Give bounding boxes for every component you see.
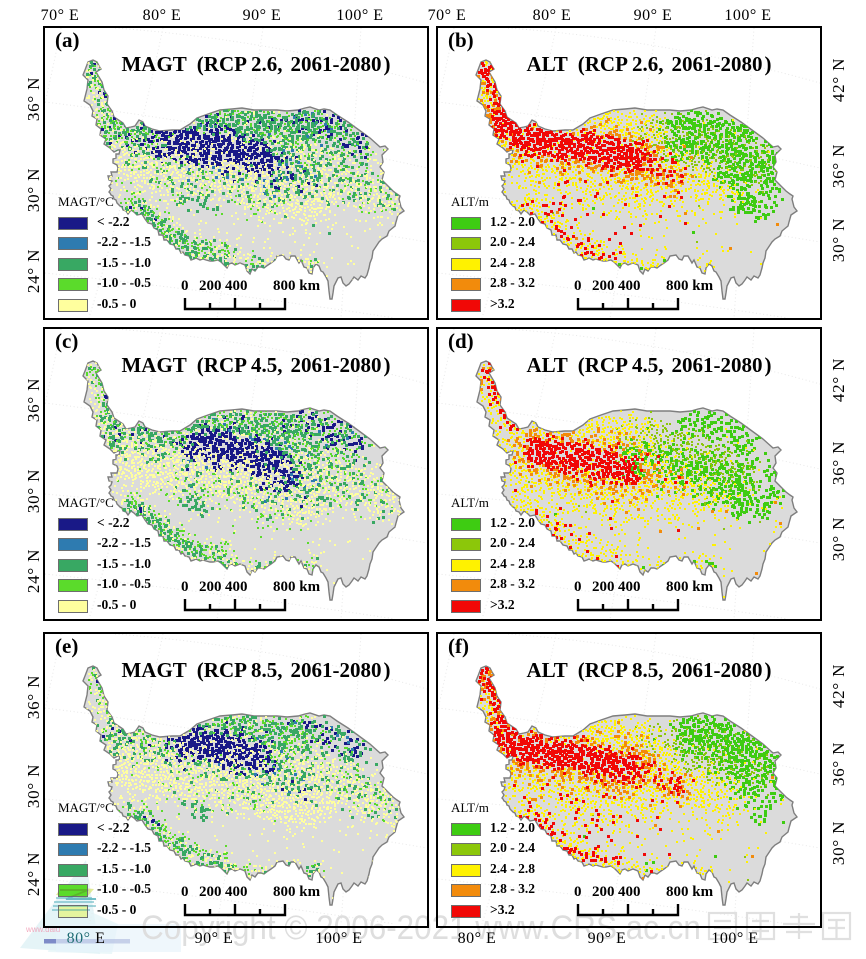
svg-text:www.dalu: www.dalu [25,925,60,934]
